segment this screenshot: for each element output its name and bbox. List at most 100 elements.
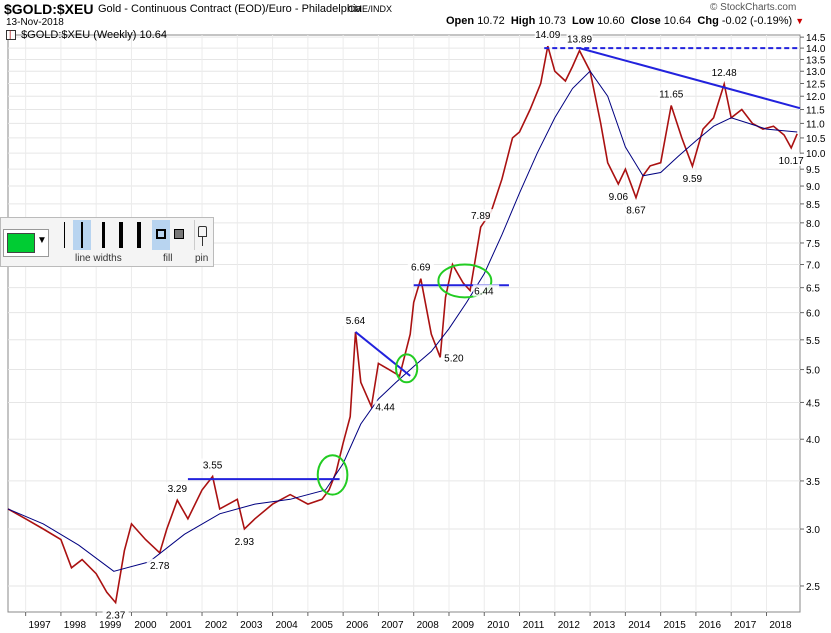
x-tick-label: 2002 — [205, 620, 228, 631]
fill-none-button[interactable] — [152, 220, 170, 250]
data-label: 8.67 — [626, 206, 646, 217]
data-label-bg — [467, 209, 494, 222]
high-value: 10.73 — [538, 15, 566, 27]
y-tick-label: 8.5 — [806, 200, 820, 211]
y-tick-label: 6.0 — [806, 309, 820, 320]
y-tick-label: 5.0 — [806, 366, 820, 377]
line-width-3-button[interactable] — [95, 220, 111, 250]
data-label: 12.48 — [712, 68, 737, 79]
moving-average-line — [7, 70, 798, 572]
line-widths-caption: line widths — [75, 253, 122, 264]
data-label-bg — [778, 153, 805, 166]
exchange-label: CME/INDX — [348, 4, 393, 14]
x-tick-label: 2001 — [170, 620, 193, 631]
x-tick-label: 1998 — [64, 620, 87, 631]
data-label-bg — [622, 203, 649, 216]
data-label: 10.17 — [779, 156, 804, 167]
data-label-bg — [679, 172, 706, 185]
close-label: Close — [630, 15, 661, 27]
y-tick-label: 12.5 — [806, 79, 826, 90]
data-label-bg — [374, 400, 401, 413]
line-width-4-button[interactable] — [113, 220, 129, 250]
data-label-bg — [473, 284, 500, 297]
y-tick-label: 14.5 — [806, 33, 826, 44]
data-label: 6.69 — [411, 263, 431, 274]
fill-caption: fill — [163, 253, 173, 264]
y-tick-label: 9.0 — [806, 182, 820, 193]
trend-line — [579, 47, 801, 110]
x-tick-label: 1997 — [29, 620, 52, 631]
low-value: 10.60 — [597, 15, 625, 27]
x-tick-label: 2004 — [275, 620, 298, 631]
data-label: 3.29 — [168, 484, 188, 495]
data-label-bg — [566, 32, 593, 45]
data-label: 7.89 — [471, 211, 491, 222]
x-tick-label: 2003 — [240, 620, 263, 631]
watermark: © StockCharts.com — [710, 2, 797, 13]
x-tick-label: 2018 — [769, 620, 792, 631]
color-swatch — [7, 233, 35, 253]
color-picker-button[interactable]: ▼ — [3, 229, 49, 257]
highlight-circle — [437, 263, 493, 299]
y-tick-label: 5.5 — [806, 336, 820, 347]
x-tick-label: 2015 — [664, 620, 687, 631]
data-label-bg — [102, 608, 129, 621]
y-tick-label: 3.5 — [806, 477, 820, 488]
data-label: 6.44 — [474, 287, 494, 298]
ticker-label: $GOLD:$XEU — [4, 1, 94, 17]
y-tick-label: 4.0 — [806, 435, 820, 446]
x-tick-label: 2010 — [487, 620, 510, 631]
close-value: 10.64 — [663, 15, 692, 27]
x-tick-label: 2017 — [734, 620, 757, 631]
data-label-bg — [199, 458, 226, 471]
y-tick-label: 13.0 — [806, 67, 826, 78]
line-width-2-button[interactable] — [73, 220, 91, 250]
series-legend: | $GOLD:$XEU (Weekly) 10.64 — [6, 29, 167, 41]
y-tick-label: 8.0 — [806, 219, 820, 230]
chart-marks: 2.37 2.78 3.29 3.55 2.93 5.64 4.44 6.69 5.20 6.44… — [7, 28, 805, 622]
price-line — [7, 45, 798, 605]
data-label-bg — [164, 482, 191, 495]
chg-value: -0.02 (-0.19%) — [721, 15, 793, 27]
y-tick-label: 10.5 — [806, 134, 826, 145]
x-tick-label: 2007 — [381, 620, 404, 631]
y-tick-label: 7.5 — [806, 239, 820, 250]
data-label: 2.93 — [235, 537, 255, 548]
data-label-bg — [711, 65, 738, 78]
x-tick-label: 2016 — [699, 620, 722, 631]
y-tick-label: 11.0 — [806, 119, 825, 130]
x-tick-label: 2013 — [593, 620, 616, 631]
x-tick-label: 2009 — [452, 620, 475, 631]
data-label-bg — [534, 28, 561, 41]
highlight-circle — [395, 353, 419, 384]
data-label: 5.64 — [346, 316, 366, 327]
line-width-5-button[interactable] — [131, 220, 147, 250]
date-label: 13-Nov-2018 — [6, 17, 64, 28]
y-tick-label: 12.0 — [806, 92, 826, 103]
y-tick-label: 11.5 — [806, 106, 825, 117]
data-label: 13.89 — [567, 35, 592, 46]
fill-solid-button[interactable] — [171, 220, 187, 250]
y-tick-label: 4.5 — [806, 398, 820, 409]
line-width-1-button[interactable] — [57, 220, 71, 250]
x-tick-label: 2005 — [311, 620, 334, 631]
y-tick-label: 9.5 — [806, 165, 820, 176]
data-label-bg — [605, 189, 632, 202]
chevron-down-icon: ▼ — [37, 235, 47, 246]
data-label: 9.59 — [683, 174, 703, 185]
data-label: 2.37 — [106, 611, 126, 622]
data-label: 5.20 — [444, 353, 464, 364]
series-legend-text: $GOLD:$XEU (Weekly) 10.64 — [21, 29, 167, 41]
down-arrow-icon: ▼ — [795, 16, 805, 26]
pin-button[interactable] — [194, 220, 211, 250]
low-label: Low — [572, 15, 595, 27]
x-tick-label: 2000 — [134, 620, 157, 631]
description-label: Gold - Continuous Contract (EOD)/Euro - … — [98, 3, 362, 15]
legend-swatch-icon: | — [6, 29, 16, 41]
annotation-toolbar: ▼ line widths fill pin — [0, 217, 214, 267]
open-label: Open — [446, 15, 475, 27]
y-axis-labels: 2.5 3.0 3.5 4.0 4.5 5.0 5.5 6.0 6.5 7.0 7.5 8.0 8.5 9… — [806, 33, 826, 593]
y-tick-label: 13.5 — [806, 55, 826, 66]
data-label: 4.44 — [375, 403, 395, 414]
